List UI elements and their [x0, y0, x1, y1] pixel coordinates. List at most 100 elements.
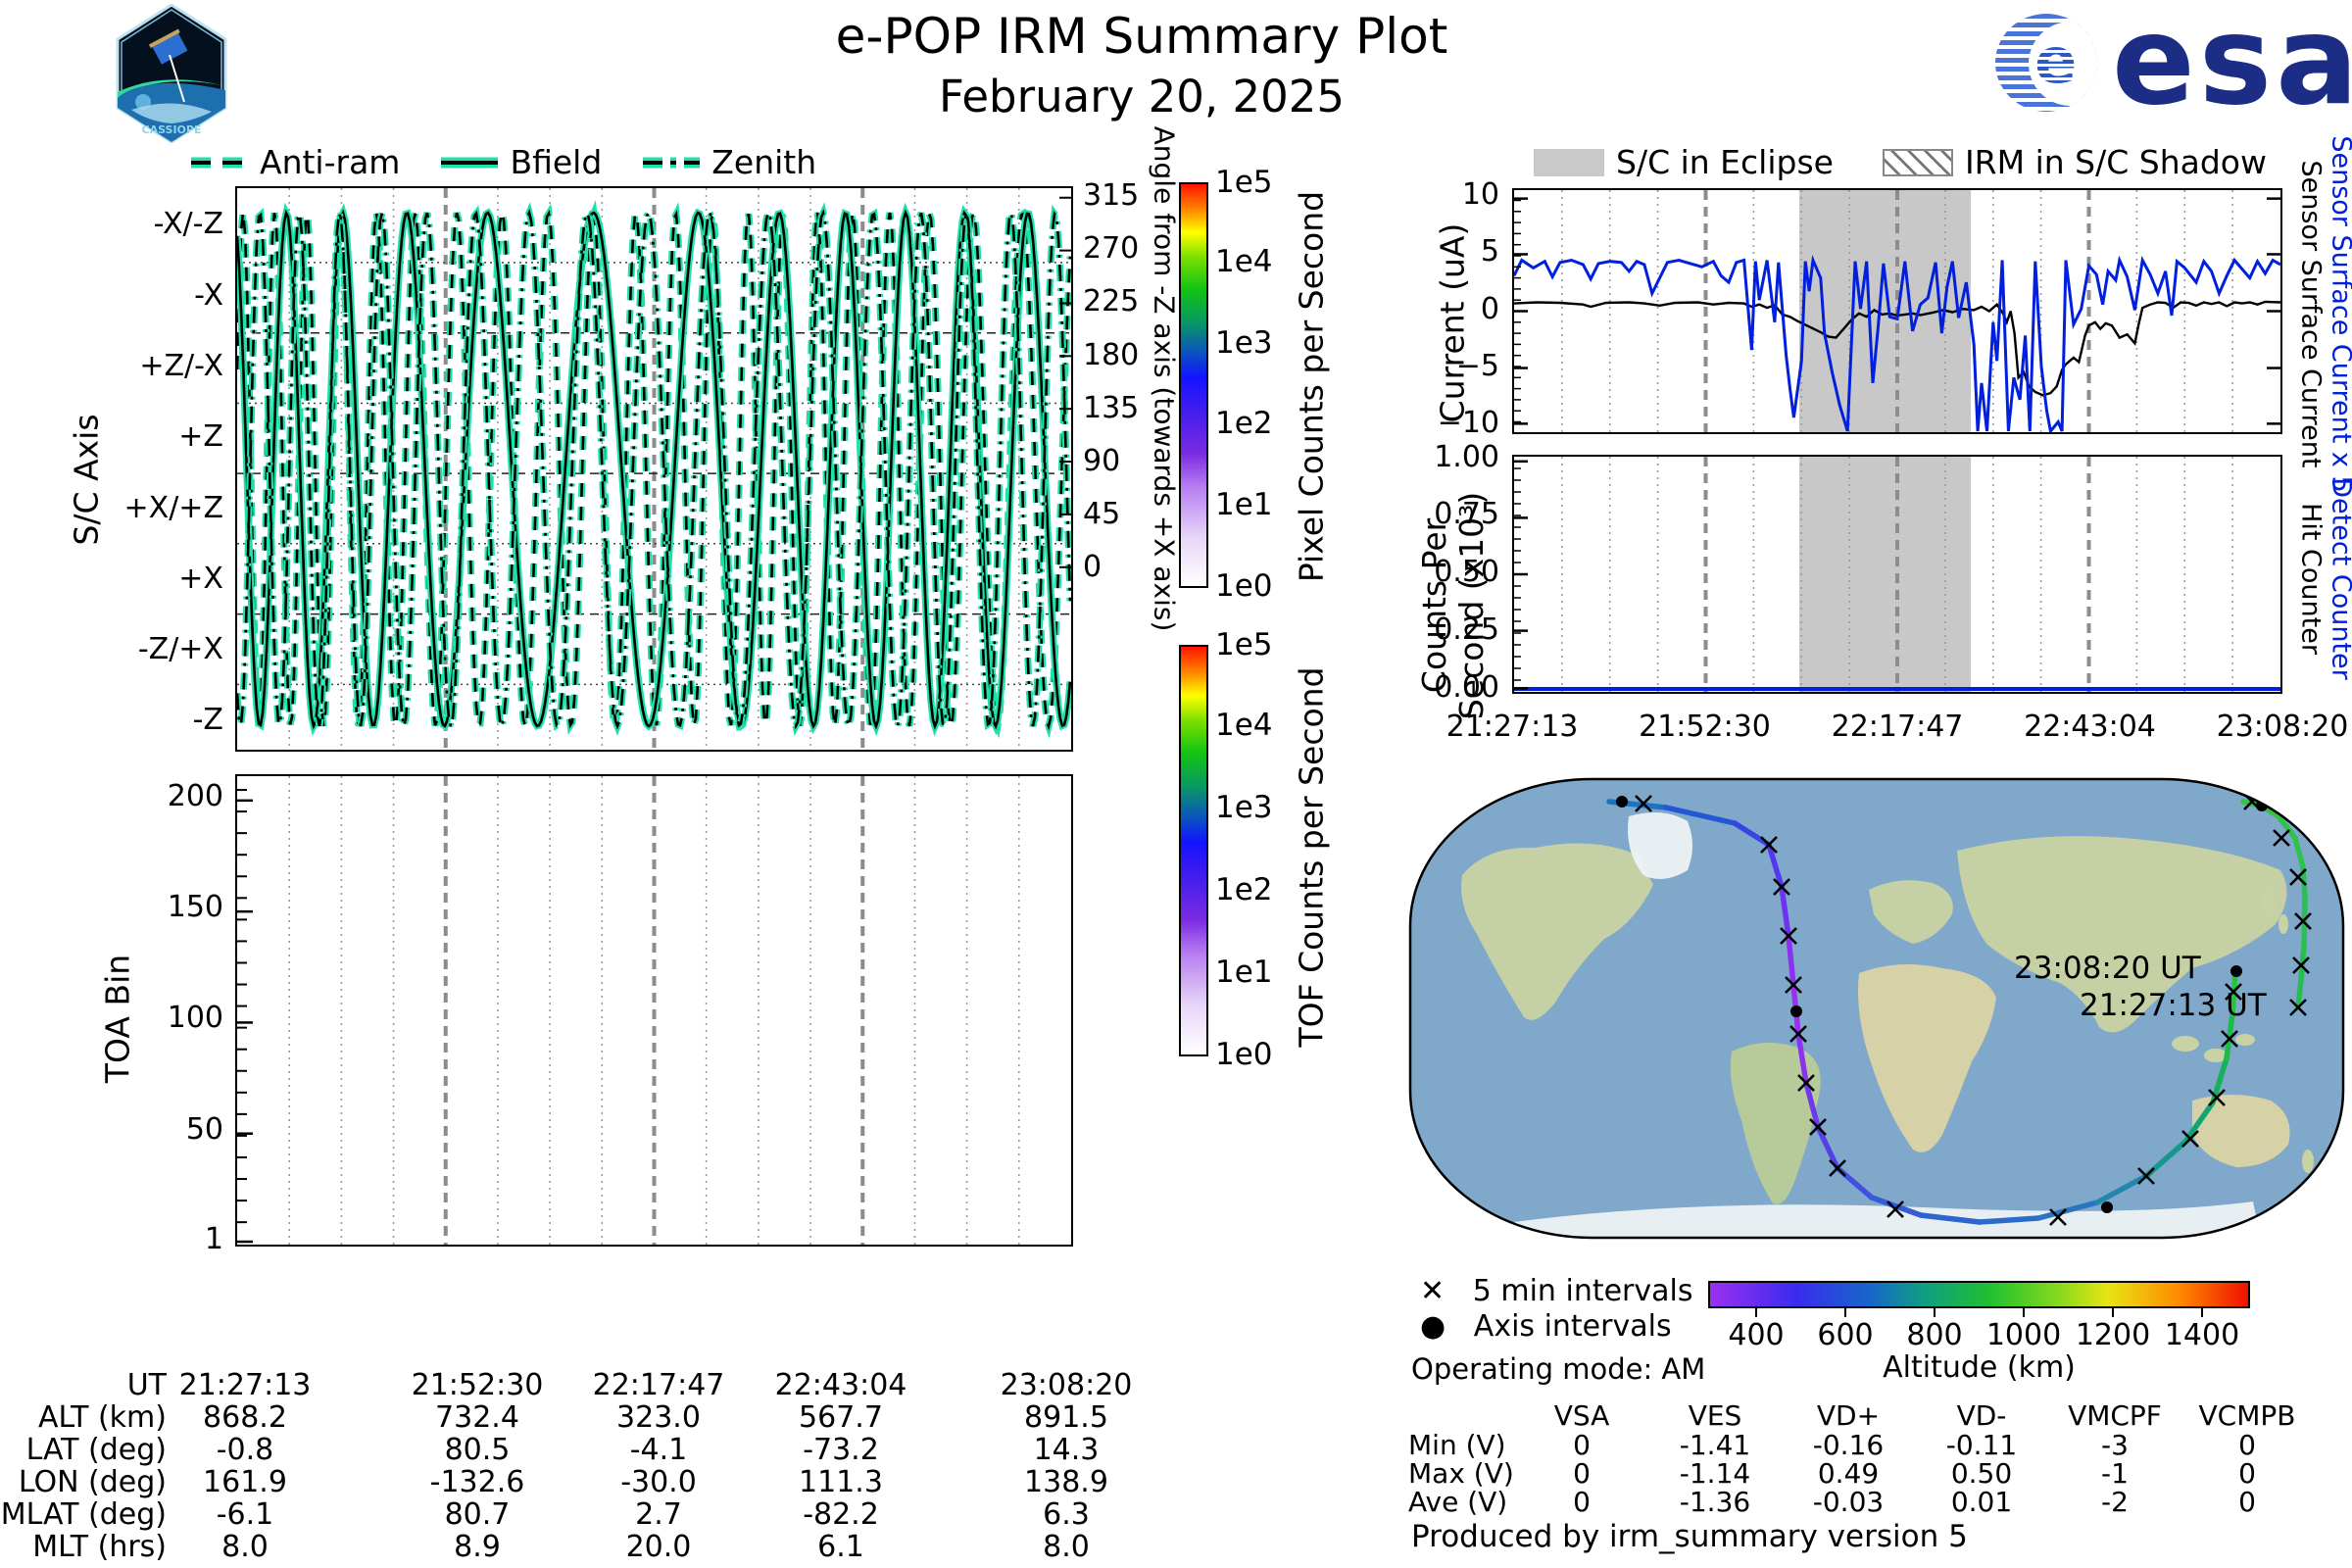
- tof-counts-colorbar-label: TOF Counts per Second: [1292, 666, 1331, 1048]
- zenith-line-icon: [643, 157, 701, 168]
- colorbar-tick: 1e5: [1215, 165, 1273, 200]
- voltage-col-header: VCMPB: [2198, 1399, 2296, 1432]
- current-tick: −10: [1437, 406, 1499, 441]
- ephemeris-cell: 21:27:13: [178, 1368, 312, 1402]
- colorbar-tick: 1e3: [1215, 324, 1273, 361]
- legend-item-antiram: Anti-ram: [191, 143, 400, 181]
- ephemeris-cell: 6.1: [817, 1530, 864, 1564]
- voltage-cell: -1: [2101, 1457, 2129, 1490]
- current-tick: 5: [1480, 233, 1499, 269]
- current-right-label-blue: Sensor Surface Current x 5: [2326, 135, 2352, 492]
- esa-wordmark: esa: [2112, 0, 2352, 132]
- ephemeris-cell: 80.5: [444, 1433, 511, 1467]
- altitude-tickmark: [2023, 1308, 2025, 1317]
- colorbar-tick: 1e5: [1215, 627, 1273, 662]
- colorbar-tick: 1e3: [1215, 790, 1273, 825]
- colorbar-tick: 1e2: [1215, 406, 1273, 442]
- voltage-cell: 0: [1573, 1457, 1591, 1490]
- sc-axis-label: +Z/-X: [139, 348, 223, 383]
- colorbar-tick: 1e4: [1215, 708, 1273, 743]
- altitude-tick: 1000: [1985, 1318, 2062, 1352]
- current-right-label-black: Sensor Surface Current: [2295, 160, 2327, 468]
- angle-tick: 225: [1083, 284, 1140, 319]
- colorbar-tick: 1e1: [1215, 955, 1273, 990]
- esa-globe-icon: e: [1995, 14, 2097, 112]
- shadow-swatch-icon: [1882, 148, 1953, 176]
- angle-tick: 90: [1083, 443, 1121, 478]
- orientation-legend: Anti-ram Bfield Zenith: [191, 143, 816, 181]
- sc-axis-label: +Z: [178, 419, 223, 455]
- voltage-cell: -3: [2101, 1429, 2129, 1461]
- ephemeris-cell: 161.9: [203, 1465, 287, 1499]
- ephemeris-cell: -4.1: [629, 1433, 688, 1467]
- ephemeris-cell: 868.2: [203, 1400, 287, 1435]
- voltage-col-header: VD-: [1956, 1399, 2007, 1432]
- legend-label: S/C in Eclipse: [1616, 143, 1834, 181]
- esa-globe-crescent: [2029, 22, 2097, 106]
- current-tick: 10: [1461, 176, 1499, 212]
- toa-tick: 150: [167, 890, 223, 925]
- ephemeris-row-label: ALT (km): [38, 1400, 167, 1435]
- current-tick: −5: [1455, 349, 1499, 384]
- counts-right-label-black: Hit Counter: [2295, 503, 2327, 655]
- voltage-cell: 0: [1573, 1429, 1591, 1461]
- sc-axis-label: -Z: [192, 703, 223, 738]
- ephemeris-cell: -132.6: [429, 1465, 525, 1499]
- voltage-cell: 0: [2238, 1457, 2256, 1490]
- colorbar-tick: 1e1: [1215, 487, 1273, 523]
- orientation-ylabel: S/C Axis: [67, 414, 106, 546]
- ephemeris-cell: 323.0: [616, 1400, 701, 1435]
- page-date: February 20, 2025: [938, 71, 1346, 122]
- map-annotation-end: 23:08:20 UT: [2014, 951, 2201, 986]
- counts-tick: 0.25: [1434, 612, 1499, 647]
- pixel-counts-colorbar-label: Pixel Counts per Second: [1292, 190, 1331, 583]
- ephemeris-cell: 567.7: [799, 1400, 883, 1435]
- voltage-cell: -1.41: [1679, 1429, 1751, 1461]
- ephemeris-cell: 22:17:47: [592, 1368, 725, 1402]
- angle-tick: 45: [1083, 497, 1121, 532]
- counts-right-label-blue: Detect Counter: [2326, 477, 2352, 680]
- orientation-plot: [235, 186, 1073, 752]
- altitude-tickmark: [2112, 1308, 2114, 1317]
- voltage-cell: 0: [2238, 1486, 2256, 1518]
- orientation-right-axis-label: Angle from -Z axis (towards +X axis): [1148, 125, 1181, 632]
- voltage-cell: 0: [1573, 1486, 1591, 1518]
- voltage-cell: 0.01: [1950, 1486, 2013, 1518]
- legend-item-shadow: IRM in S/C Shadow: [1882, 143, 2267, 181]
- altitude-tickmark: [1844, 1308, 1846, 1317]
- time-tick: 21:27:13: [1446, 710, 1579, 744]
- toa-tick: 200: [167, 778, 223, 813]
- voltage-cell: -0.11: [1945, 1429, 2018, 1461]
- operating-mode: Operating mode: AM: [1411, 1352, 1706, 1386]
- dot-marker-icon: ●: [1420, 1309, 1446, 1344]
- ephemeris-cell: 8.0: [1043, 1530, 1090, 1564]
- ephemeris-row-label: MLT (hrs): [32, 1530, 167, 1564]
- angle-tick: 0: [1083, 550, 1102, 585]
- colorbar-tick: 1e2: [1215, 872, 1273, 907]
- counts-plot: [1512, 455, 2282, 694]
- altitude-colorbar-label: Altitude (km): [1883, 1350, 2076, 1385]
- time-tick: 21:52:30: [1639, 710, 1771, 744]
- colorbar-tick: 1e0: [1215, 1037, 1273, 1072]
- voltage-cell: -1.36: [1679, 1486, 1751, 1518]
- current-plot: [1512, 188, 2282, 434]
- bfield-line-icon: [441, 157, 499, 168]
- counts-tick: 1.00: [1434, 439, 1499, 474]
- map-legend-dot: ● Axis intervals: [1420, 1309, 1672, 1344]
- altitude-tick: 1200: [2075, 1318, 2151, 1352]
- toa-plot: [235, 774, 1073, 1247]
- legend-label: Anti-ram: [260, 143, 401, 181]
- voltage-row-label: Max (V): [1408, 1457, 1514, 1490]
- ephemeris-cell: 138.9: [1024, 1465, 1108, 1499]
- ephemeris-cell: 2.7: [635, 1497, 682, 1532]
- voltage-col-header: VD+: [1816, 1399, 1881, 1432]
- voltage-col-header: VES: [1688, 1399, 1742, 1432]
- toa-ylabel: TOA Bin: [98, 954, 137, 1084]
- sc-axis-label: +X: [178, 561, 223, 596]
- angle-tick: 315: [1083, 177, 1140, 213]
- ephemeris-row-label: LON (deg): [18, 1465, 167, 1499]
- legend-label: IRM in S/C Shadow: [1964, 143, 2267, 181]
- cassiope-label: CASSIOPE: [142, 123, 202, 136]
- map-legend-x: ✕ 5 min intervals: [1420, 1274, 1693, 1308]
